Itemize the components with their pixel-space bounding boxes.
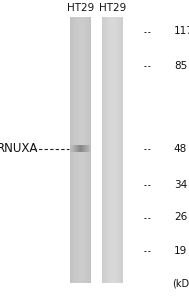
- Bar: [116, 16, 117, 283]
- Bar: [82, 16, 83, 283]
- Bar: [88, 145, 89, 152]
- Bar: [121, 16, 122, 283]
- Bar: [72, 145, 73, 152]
- Bar: [81, 145, 82, 152]
- Bar: [72, 16, 73, 283]
- Text: 117: 117: [174, 26, 189, 37]
- Text: RNUXA: RNUXA: [0, 142, 39, 155]
- Bar: [88, 16, 89, 283]
- Bar: [104, 16, 105, 283]
- Bar: [106, 16, 107, 283]
- Bar: [90, 145, 91, 152]
- Text: (kD): (kD): [172, 278, 189, 289]
- Bar: [82, 145, 83, 152]
- Bar: [74, 145, 75, 152]
- Bar: [112, 16, 113, 283]
- Bar: [77, 16, 78, 283]
- Bar: [78, 16, 79, 283]
- Bar: [83, 16, 84, 283]
- Text: HT29: HT29: [99, 3, 126, 14]
- Bar: [120, 16, 121, 283]
- Bar: [122, 16, 123, 283]
- Bar: [76, 145, 77, 152]
- Bar: [76, 16, 77, 283]
- Bar: [79, 145, 80, 152]
- Text: 26: 26: [174, 212, 187, 223]
- Text: 34: 34: [174, 179, 187, 190]
- Bar: [85, 16, 86, 283]
- Bar: [87, 16, 88, 283]
- Bar: [119, 16, 120, 283]
- Bar: [108, 16, 109, 283]
- Bar: [113, 16, 114, 283]
- Bar: [70, 16, 91, 283]
- Bar: [75, 16, 76, 283]
- Bar: [71, 145, 72, 152]
- Bar: [115, 16, 116, 283]
- Bar: [79, 16, 80, 283]
- Bar: [111, 16, 112, 283]
- Bar: [87, 145, 88, 152]
- Bar: [114, 16, 115, 283]
- Bar: [86, 145, 87, 152]
- Bar: [110, 16, 111, 283]
- Bar: [89, 145, 90, 152]
- Bar: [81, 16, 82, 283]
- Bar: [78, 145, 79, 152]
- Text: 48: 48: [174, 143, 187, 154]
- Bar: [103, 16, 104, 283]
- Text: 85: 85: [174, 61, 187, 71]
- Text: 19: 19: [174, 245, 187, 256]
- Bar: [80, 16, 81, 283]
- Bar: [109, 16, 110, 283]
- Bar: [102, 16, 103, 283]
- Bar: [89, 16, 90, 283]
- Bar: [117, 16, 118, 283]
- Bar: [77, 145, 78, 152]
- Bar: [118, 16, 119, 283]
- Bar: [74, 16, 75, 283]
- Bar: [71, 16, 72, 283]
- Bar: [84, 16, 85, 283]
- Bar: [84, 145, 85, 152]
- Bar: [73, 145, 74, 152]
- Bar: [102, 16, 123, 283]
- Bar: [86, 16, 87, 283]
- Bar: [107, 16, 108, 283]
- Bar: [85, 145, 86, 152]
- Text: HT29: HT29: [67, 3, 94, 14]
- Bar: [105, 16, 106, 283]
- Bar: [75, 145, 76, 152]
- Bar: [70, 145, 71, 152]
- Bar: [80, 145, 81, 152]
- Bar: [70, 16, 71, 283]
- Bar: [83, 145, 84, 152]
- Bar: [73, 16, 74, 283]
- Bar: [90, 16, 91, 283]
